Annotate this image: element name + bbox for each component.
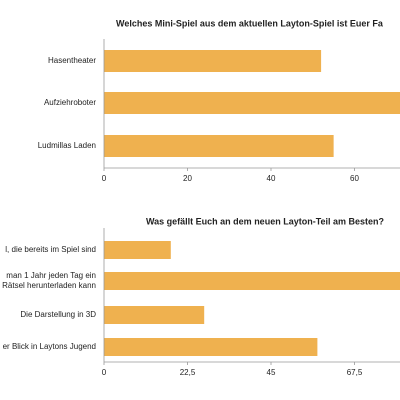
bar <box>104 272 400 290</box>
bar <box>104 306 205 324</box>
category-label: er Blick in Laytons Jugend <box>3 342 96 351</box>
category-label: man 1 Jahr jeden Tag ein <box>6 271 96 280</box>
category-label: Aufziehroboter <box>44 98 96 107</box>
x-tick-label: 45 <box>267 368 276 377</box>
x-tick-label: 0 <box>102 368 107 377</box>
bar <box>104 241 171 259</box>
category-label: Hasentheater <box>48 56 96 65</box>
x-tick-label: 22,5 <box>180 368 196 377</box>
bar <box>104 92 400 114</box>
chart-title: Was gefällt Euch an dem neuen Layton-Tei… <box>146 216 384 226</box>
bar <box>104 135 334 157</box>
category-label: Die Darstellung in 3D <box>20 310 96 319</box>
bar <box>104 50 322 72</box>
x-tick-label: 67,5 <box>347 368 363 377</box>
x-tick-label: 60 <box>350 174 359 183</box>
x-tick-label: 0 <box>102 174 107 183</box>
bar <box>104 338 318 356</box>
category-label: Rätsel herunterladen kann <box>2 281 96 290</box>
x-tick-label: 20 <box>183 174 192 183</box>
category-label: l, die bereits im Spiel sind <box>5 245 96 254</box>
x-tick-label: 40 <box>267 174 276 183</box>
category-label: Ludmillas Laden <box>38 141 96 150</box>
chart-title: Welches Mini-Spiel aus dem aktuellen Lay… <box>116 18 384 28</box>
